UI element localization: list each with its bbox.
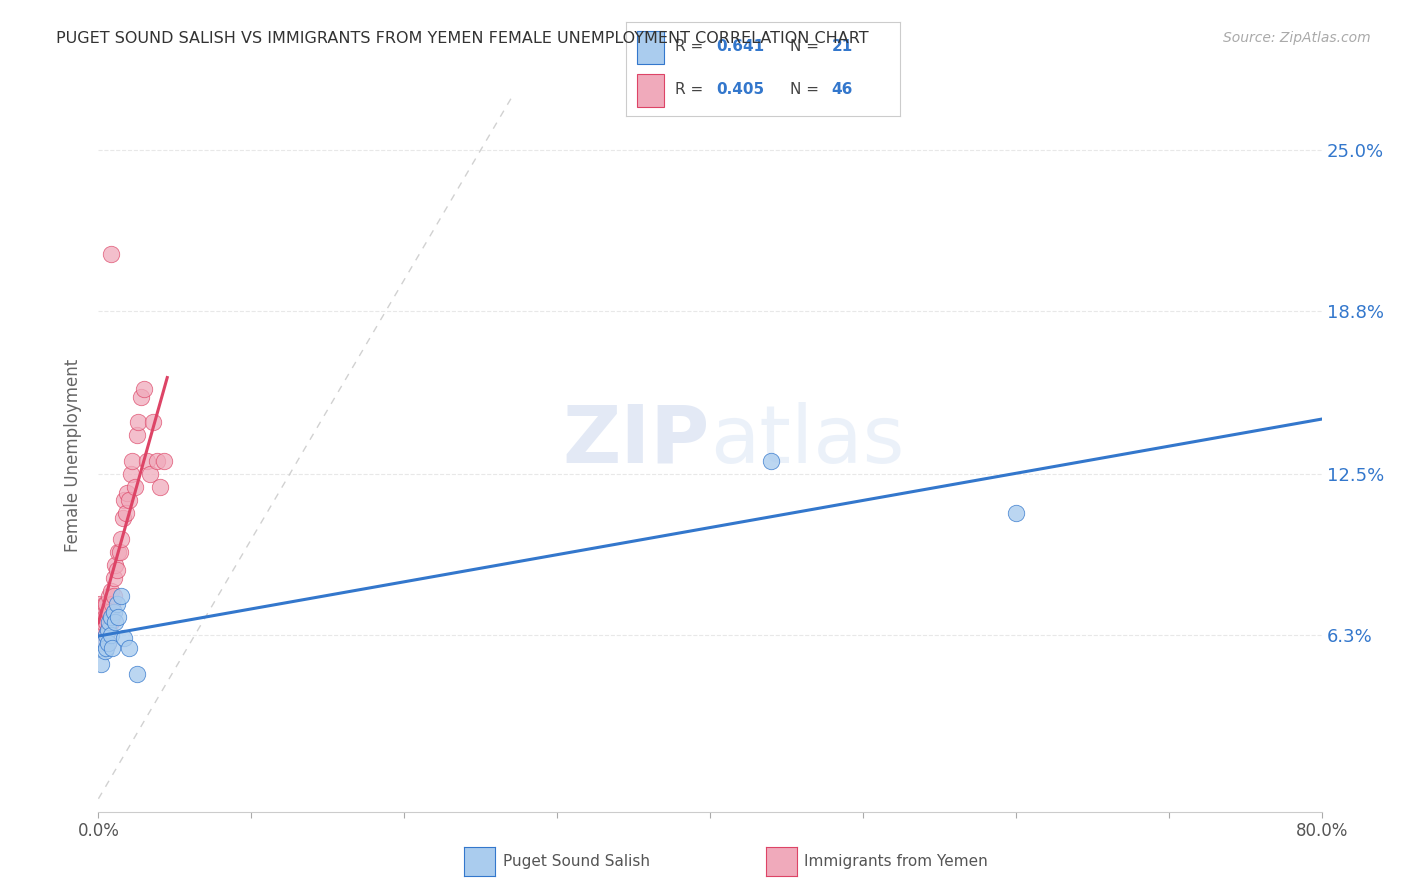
- Point: [94, 628, 117, 642]
- Point: [110, 590, 132, 604]
- Point: [112, 493, 135, 508]
- Text: ZIP: ZIP: [562, 401, 710, 480]
- Point: [103, 605, 125, 619]
- Point: [91, 615, 114, 630]
- Point: [149, 480, 172, 494]
- Point: [100, 615, 122, 630]
- Point: [100, 584, 122, 599]
- Point: [121, 454, 143, 468]
- Point: [97, 636, 120, 650]
- Text: N =: N =: [790, 39, 824, 54]
- Point: [91, 636, 114, 650]
- Point: [104, 615, 127, 630]
- Point: [759, 454, 782, 468]
- Text: R =: R =: [675, 82, 709, 97]
- Point: [118, 493, 141, 508]
- Point: [94, 641, 117, 656]
- Point: [105, 597, 128, 611]
- Text: atlas: atlas: [710, 401, 904, 480]
- Point: [105, 563, 128, 577]
- Point: [103, 590, 125, 604]
- Point: [97, 623, 120, 637]
- Point: [98, 615, 121, 630]
- Point: [108, 545, 131, 559]
- Point: [93, 644, 115, 658]
- Point: [1004, 506, 1026, 520]
- Point: [98, 605, 121, 619]
- Point: [115, 506, 138, 520]
- Point: [100, 247, 122, 261]
- Text: 0.641: 0.641: [716, 39, 765, 54]
- Point: [97, 636, 120, 650]
- Point: [139, 467, 162, 482]
- Point: [100, 628, 122, 642]
- Point: [125, 428, 148, 442]
- Point: [111, 511, 134, 525]
- Text: 46: 46: [831, 82, 852, 97]
- Point: [107, 610, 129, 624]
- Point: [117, 485, 139, 500]
- Point: [97, 623, 120, 637]
- Point: [124, 480, 146, 494]
- Text: N =: N =: [790, 82, 824, 97]
- Text: 0.405: 0.405: [716, 82, 765, 97]
- Point: [90, 615, 112, 630]
- Text: Puget Sound Salish: Puget Sound Salish: [503, 855, 651, 869]
- Text: PUGET SOUND SALISH VS IMMIGRANTS FROM YEMEN FEMALE UNEMPLOYMENT CORRELATION CHAR: PUGET SOUND SALISH VS IMMIGRANTS FROM YE…: [56, 31, 869, 46]
- Point: [101, 641, 124, 656]
- Point: [103, 571, 125, 585]
- Text: Immigrants from Yemen: Immigrants from Yemen: [804, 855, 988, 869]
- Point: [94, 628, 117, 642]
- Text: 21: 21: [831, 39, 852, 54]
- Text: R =: R =: [675, 39, 709, 54]
- Point: [93, 597, 115, 611]
- Y-axis label: Female Unemployment: Female Unemployment: [65, 359, 83, 551]
- Point: [125, 667, 148, 681]
- Point: [107, 545, 129, 559]
- Point: [104, 558, 127, 573]
- Point: [127, 416, 149, 430]
- Point: [91, 636, 114, 650]
- Point: [94, 615, 117, 630]
- Point: [100, 610, 122, 624]
- Point: [145, 454, 167, 468]
- Point: [89, 597, 111, 611]
- Point: [142, 416, 165, 430]
- Point: [110, 533, 132, 547]
- Point: [112, 631, 135, 645]
- Point: [101, 597, 124, 611]
- Text: Source: ZipAtlas.com: Source: ZipAtlas.com: [1223, 31, 1371, 45]
- Point: [153, 454, 176, 468]
- Point: [98, 590, 121, 604]
- Point: [90, 623, 112, 637]
- Point: [94, 597, 117, 611]
- Point: [93, 610, 115, 624]
- Point: [91, 605, 114, 619]
- Point: [90, 657, 112, 671]
- Point: [97, 605, 120, 619]
- Point: [120, 467, 142, 482]
- Point: [101, 610, 124, 624]
- FancyBboxPatch shape: [637, 30, 664, 63]
- Point: [136, 454, 159, 468]
- FancyBboxPatch shape: [637, 74, 664, 107]
- Point: [134, 382, 156, 396]
- Point: [118, 641, 141, 656]
- Point: [129, 390, 152, 404]
